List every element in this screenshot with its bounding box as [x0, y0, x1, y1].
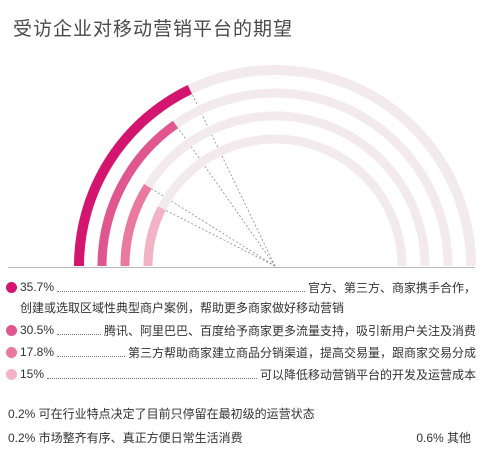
leader-line [57, 291, 305, 292]
leader-line [57, 356, 125, 357]
guide-line-4 [165, 210, 276, 267]
guide-line-2 [177, 127, 276, 267]
arc-value-1 [74, 84, 193, 267]
legend-dot-3 [6, 346, 17, 358]
other-note-2: 0.2% 市场整齐有序、真正方便日常生活消费 [8, 431, 243, 445]
arc-value-2 [97, 120, 179, 267]
other-note-3: 0.6% 其他 [416, 431, 471, 445]
legend-item-2: 30.5% 腾讯、阿里巴巴、百度给予商家更多流量支持，吸引新用户关注及消费 [6, 321, 476, 339]
legend-pct-2: 30.5% [20, 323, 55, 337]
legend-item-3: 17.8% 第三方帮助商家建立商品分销渠道，提高交易量，跟商家交易分成 [6, 343, 476, 361]
legend-text-3: 第三方帮助商家建立商品分销渠道，提高交易量，跟商家交易分成 [127, 345, 476, 360]
divider [8, 267, 475, 268]
legend-text-1-continued: 创建或选取区域性典型商户案例，帮助更多商家做好移动营销 [20, 301, 345, 315]
legend-pct-3: 17.8% [20, 345, 55, 359]
legend-item-4: 15% 可以降低移动营销平台的开发及运营成本 [6, 365, 476, 383]
radial-chart [74, 65, 476, 267]
legend-text-2: 腾讯、阿里巴巴、百度给予商家更多流量支持，吸引新用户关注及消费 [103, 323, 476, 338]
legend-dot-1 [6, 281, 17, 293]
legend-dot-2 [6, 324, 17, 336]
arc-track-4 [143, 134, 407, 267]
arc-value-3 [120, 184, 152, 267]
legend-text-4: 可以降低移动营销平台的开发及运营成本 [259, 367, 476, 382]
other-note-1: 0.2% 可在行业特点决定了目前只停留在最初级的运营状态 [8, 407, 315, 421]
arc-value-4 [143, 206, 166, 267]
legend-text-1: 官方、第三方、商家携手合作， [307, 280, 476, 295]
chart-title: 受访企业对移动营销平台的期望 [13, 19, 294, 40]
guide-line-3 [151, 188, 276, 267]
legend-pct-4: 15% [20, 367, 45, 381]
legend-dot-4 [6, 368, 17, 380]
legend-pct-1: 35.7% [20, 280, 55, 294]
legend-item-1: 35.7% 官方、第三方、商家携手合作， [6, 278, 476, 296]
leader-line [47, 378, 257, 379]
leader-line [57, 334, 101, 335]
